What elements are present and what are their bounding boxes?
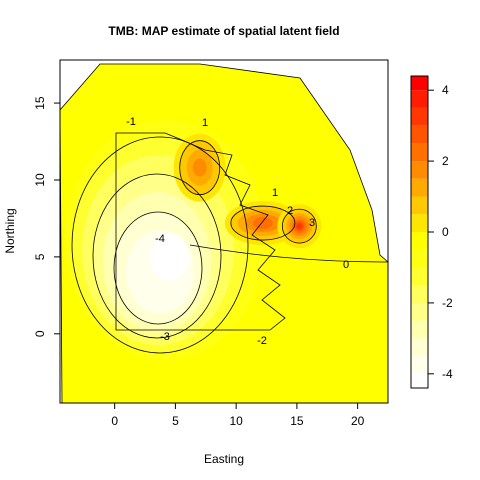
- colorbar-swatch: [411, 197, 428, 215]
- colorbar-swatch: [411, 108, 428, 126]
- contour-label: -2: [257, 335, 267, 347]
- colorbar-swatch: [411, 321, 428, 339]
- x-tick-label: 0: [111, 414, 118, 428]
- colorbar-tick-label: -2: [442, 296, 453, 310]
- colorbar-swatch: [411, 90, 428, 108]
- contour-label: 1: [202, 117, 208, 129]
- colorbar-tick-label: 4: [442, 83, 449, 97]
- contour-band: [253, 217, 273, 229]
- y-axis: 0 5 10 15: [33, 96, 60, 337]
- y-axis-label: Northing: [3, 208, 17, 253]
- y-tick-label: 5: [33, 253, 47, 260]
- contour-label: -1: [126, 116, 136, 128]
- colorbar-swatch: [411, 303, 428, 321]
- colorbar-swatch: [411, 161, 428, 179]
- y-tick-label: 15: [33, 96, 47, 110]
- colorbar: [411, 76, 428, 388]
- x-tick-label: 5: [172, 414, 179, 428]
- x-tick-label: 10: [229, 414, 243, 428]
- contour-band: [193, 159, 207, 177]
- contour-label: 1: [272, 187, 278, 199]
- contour-label: 2: [287, 205, 293, 217]
- colorbar-swatch: [411, 356, 428, 374]
- contour-label: 3: [309, 217, 315, 229]
- colorbar-swatch: [411, 267, 428, 285]
- y-tick-label: 0: [33, 330, 47, 337]
- colorbar-swatch: [411, 285, 428, 303]
- colorbar-tick-label: 2: [442, 154, 449, 168]
- colorbar-swatch: [411, 232, 428, 250]
- contour-label: 0: [343, 259, 349, 271]
- x-tick-label: 20: [351, 414, 365, 428]
- colorbar-swatch: [411, 76, 428, 90]
- colorbar-swatch: [411, 126, 428, 144]
- contour-band: [296, 223, 302, 229]
- colorbar-tick-label: -4: [442, 367, 453, 381]
- contour-label: -4: [155, 233, 165, 245]
- chart-title: TMB: MAP estimate of spatial latent fiel…: [108, 24, 339, 38]
- colorbar-swatch: [411, 374, 428, 388]
- colorbar-swatch: [411, 250, 428, 268]
- colorbar-tick-label: 0: [442, 225, 449, 239]
- colorbar-swatch: [411, 179, 428, 197]
- x-axis: 0 5 10 15 20: [111, 403, 364, 428]
- colorbar-swatch: [411, 214, 428, 232]
- colorbar-swatch: [411, 143, 428, 161]
- colorbar-axis: -4 -2 0 2 4: [428, 83, 453, 381]
- y-tick-label: 10: [33, 173, 47, 187]
- x-tick-label: 15: [290, 414, 304, 428]
- colorbar-swatch: [411, 338, 428, 356]
- contour-label: -3: [160, 331, 170, 343]
- x-axis-label: Easting: [204, 452, 244, 466]
